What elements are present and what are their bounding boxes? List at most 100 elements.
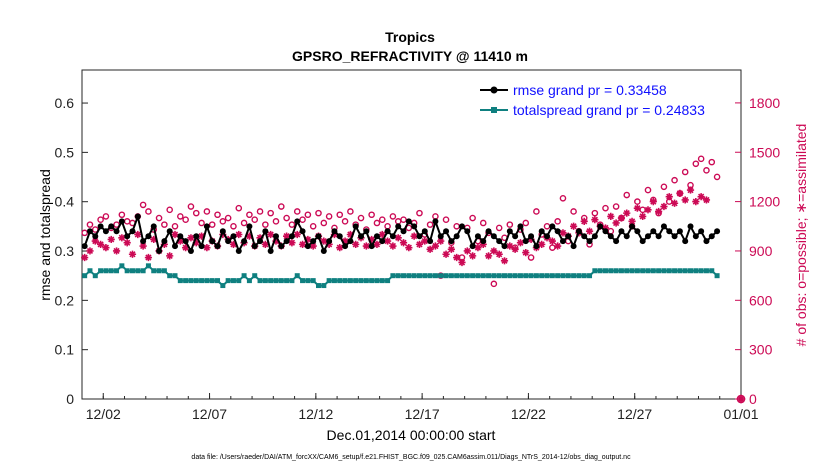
- rmse-point-39: [288, 233, 295, 240]
- x-tick-label-5: 12/27: [617, 406, 652, 422]
- assimilated-point-39: [288, 239, 296, 247]
- rmse-point-43: [310, 238, 317, 245]
- totalspread-point-92: [571, 273, 577, 279]
- totalspread-point-1: [87, 268, 93, 274]
- rmse-point-25: [214, 243, 221, 250]
- rmse-point-49: [342, 243, 349, 250]
- rmse-point-52: [358, 233, 365, 240]
- assimilated-point-70: [453, 253, 461, 262]
- assimilated-point-38: [283, 232, 291, 240]
- assimilated-point-36: [272, 237, 280, 245]
- totalspread-point-39: [289, 278, 295, 284]
- totalspread-point-18: [177, 278, 183, 284]
- possible-point-32: [251, 216, 259, 223]
- totalspread-point-60: [401, 273, 407, 279]
- x-tick-label-0: 12/02: [86, 406, 121, 422]
- possible-point-80: [506, 221, 514, 228]
- assimilated-point-112: [676, 189, 684, 197]
- rmse-point-44: [315, 233, 322, 240]
- y-tick-label-4: 0.4: [55, 194, 75, 210]
- possible-point-38: [283, 214, 290, 222]
- rmse-point-71: [458, 223, 465, 230]
- chart-title: Tropics: [385, 29, 435, 45]
- possible-point-23: [203, 208, 211, 215]
- x-axis-label: Dec.01,2014 00:00:00 start: [327, 427, 496, 443]
- y-right-tick-label-5: 1500: [749, 144, 780, 160]
- totalspread-point-82: [517, 273, 523, 279]
- assimilated-point-99: [607, 212, 615, 221]
- rmse-point-111: [671, 233, 678, 240]
- rmse-point-53: [363, 228, 370, 235]
- totalspread-point-71: [459, 273, 465, 279]
- possible-point-28: [230, 222, 237, 230]
- rmse-point-35: [267, 248, 274, 255]
- possible-point-17: [171, 222, 179, 230]
- assimilated-point-57: [383, 237, 392, 245]
- totalspread-point-59: [395, 273, 401, 279]
- assimilated-point-100: [612, 219, 620, 227]
- totalspread-point-32: [252, 273, 258, 279]
- possible-point-37: [277, 203, 285, 210]
- totalspread-point-73: [470, 273, 476, 279]
- totalspread-point-50: [347, 278, 353, 284]
- possible-point-22: [198, 219, 205, 227]
- rmse-point-78: [496, 238, 503, 245]
- totalspread-point-99: [608, 268, 614, 274]
- totalspread-point-81: [512, 273, 518, 279]
- x-tick-label-3: 12/17: [405, 406, 440, 422]
- assimilated-point-28: [229, 240, 238, 248]
- assimilated-point-117: [702, 196, 711, 204]
- totalspread-point-2: [92, 273, 98, 279]
- totalspread-point-44: [315, 283, 321, 289]
- totalspread-point-93: [576, 273, 582, 279]
- totalspread-point-13: [151, 268, 157, 274]
- possible-point-50: [347, 208, 354, 215]
- rmse-point-15: [161, 238, 168, 245]
- possible-point-117: [703, 167, 710, 174]
- legend: rmse grand pr = 0.33458 totalspread gran…: [480, 82, 705, 118]
- totalspread-point-119: [714, 273, 720, 279]
- totalspread-point-116: [698, 268, 704, 274]
- y-tick-label-5: 0.5: [55, 144, 75, 160]
- totalspread-point-90: [560, 273, 566, 279]
- rmse-point-34: [262, 228, 269, 235]
- totalspread-point-57: [385, 278, 391, 284]
- assimilated-point-111: [670, 199, 679, 207]
- totalspread-point-0: [82, 273, 88, 279]
- assimilated-point-20: [187, 234, 195, 242]
- assimilated-point-6: [112, 247, 121, 255]
- totalspread-point-72: [464, 273, 470, 279]
- totalspread-point-106: [645, 268, 651, 274]
- totalspread-point-87: [544, 273, 550, 279]
- y-tick-label-6: 0.6: [55, 95, 75, 111]
- assimilated-point-16: [166, 252, 174, 260]
- assimilated-point-3: [97, 240, 105, 248]
- assimilated-point-15: [160, 240, 168, 248]
- assimilated-point-12: [144, 253, 153, 262]
- totalspread-point-43: [310, 278, 316, 284]
- possible-point-0: [81, 229, 88, 237]
- assimilated-point-98: [601, 224, 610, 232]
- assimilated-point-88: [548, 237, 556, 245]
- rmse-point-41: [299, 228, 306, 235]
- totalspread-point-22: [199, 278, 205, 284]
- rmse-point-63: [416, 233, 423, 240]
- rmse-point-107: [650, 228, 657, 235]
- rmse-point-98: [602, 228, 609, 235]
- rmse-point-79: [501, 243, 508, 250]
- possible-point-16: [166, 206, 173, 214]
- rmse-point-16: [166, 228, 173, 235]
- legend-marker-rmse: [490, 86, 498, 94]
- assimilated-point-110: [665, 193, 673, 201]
- totalspread-point-97: [597, 268, 603, 274]
- possible-point-102: [623, 191, 631, 199]
- rmse-point-117: [703, 238, 710, 245]
- totalspread-point-84: [528, 273, 534, 279]
- assimilated-point-47: [330, 230, 339, 239]
- rmse-point-57: [384, 228, 391, 235]
- totalspread-point-55: [374, 278, 380, 284]
- possible-point-24: [208, 221, 216, 228]
- totalspread-point-113: [682, 268, 688, 274]
- totalspread-point-19: [183, 278, 189, 284]
- totalspread-point-70: [454, 273, 460, 279]
